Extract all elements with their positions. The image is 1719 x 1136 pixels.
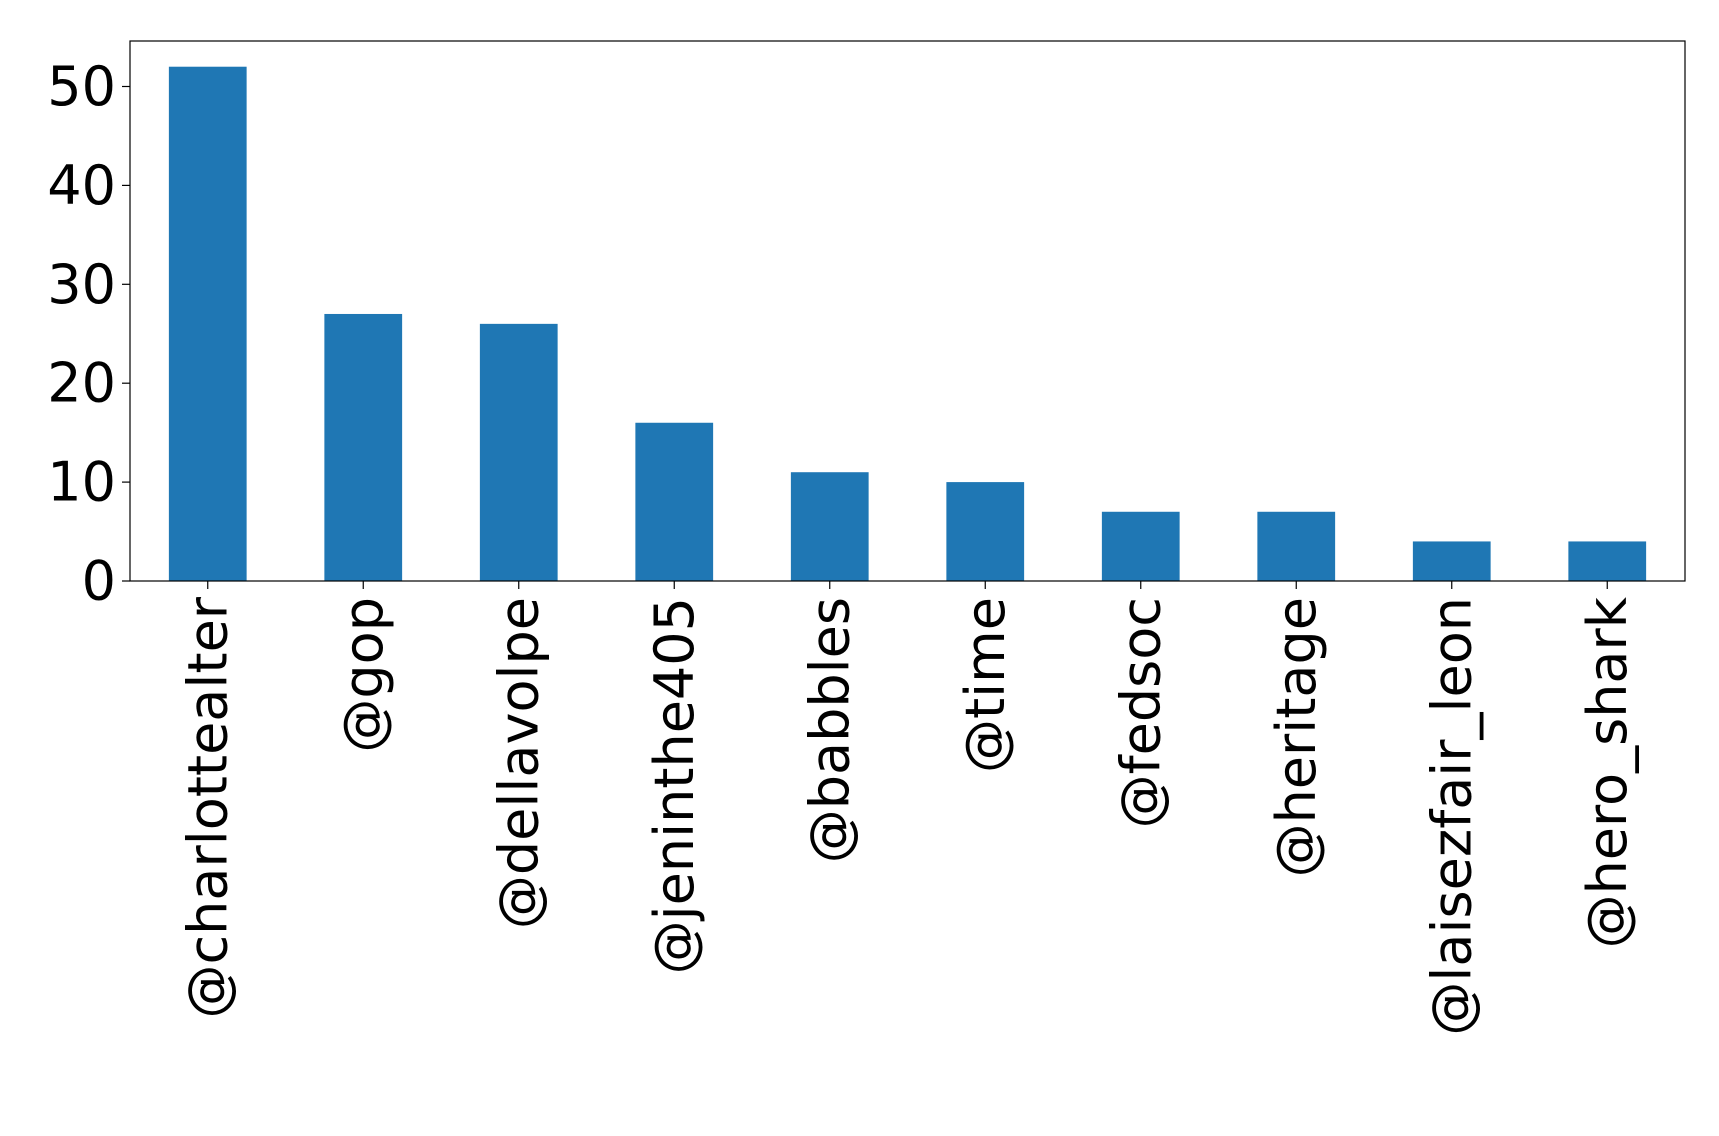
x-tick-label: @heritage xyxy=(1265,597,1328,877)
x-tick-label: @dellavolpe xyxy=(487,597,550,929)
x-tick-label: @time xyxy=(954,597,1017,773)
y-tick-label: 50 xyxy=(47,55,116,118)
x-tick-label: @laisezfair_leon xyxy=(1420,597,1483,1036)
bar-jeninthe405 xyxy=(635,422,714,581)
x-tick-label: @babbles xyxy=(798,597,861,863)
x-tick-label: @gop xyxy=(332,597,395,753)
bar-laisezfair_leon xyxy=(1412,541,1491,581)
x-tick-label: @fedsoc xyxy=(1109,597,1172,828)
y-tick-label: 30 xyxy=(47,253,116,316)
y-tick-label: 20 xyxy=(47,352,116,415)
bars-group xyxy=(168,66,1647,581)
y-tick-label: 0 xyxy=(82,550,116,613)
y-tick-label: 10 xyxy=(47,451,116,514)
bar-hero_shark xyxy=(1568,541,1647,581)
x-tick-label: @jeninthe405 xyxy=(643,597,706,974)
y-axis: 0 10 20 30 40 50 xyxy=(47,55,130,613)
x-axis: @charlottealter @gop @dellavolpe @jeninthe4… xyxy=(176,581,1639,1036)
bar-heritage xyxy=(1257,511,1336,581)
bar-charlottealter xyxy=(168,66,247,581)
x-tick-label: @hero_shark xyxy=(1576,596,1639,948)
bar-gop xyxy=(324,313,403,581)
bar-dellavolpe xyxy=(479,323,558,581)
plot-frame xyxy=(129,40,1686,582)
y-tick-label: 40 xyxy=(47,154,116,217)
bar-babbles xyxy=(790,472,869,581)
bar-fedsoc xyxy=(1101,511,1180,581)
x-tick-label: @charlottealter xyxy=(176,596,239,1018)
bar-time xyxy=(946,482,1025,581)
